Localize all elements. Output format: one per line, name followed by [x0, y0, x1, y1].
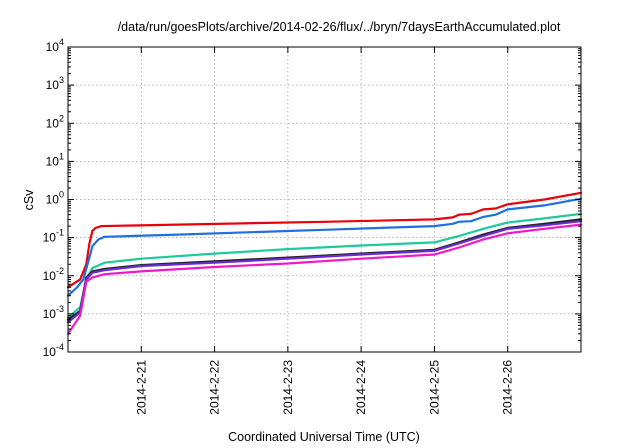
y-tick-label: 10-4: [43, 342, 64, 359]
series-lines: [66, 191, 583, 335]
y-tick-label: 101: [46, 151, 64, 168]
x-tick-labels: 2014-2-21 2014-2-22 2014-2-23 2014-2-24 2014…: [134, 360, 514, 415]
y-tick-label: 10-3: [43, 304, 64, 321]
y-axis-label: cSv: [22, 189, 36, 211]
y-tick-label: 104: [46, 37, 64, 54]
y-tick-label: 102: [46, 113, 64, 130]
x-axis-label: Coordinated Universal Time (UTC): [228, 430, 420, 444]
x-tick-label: 2014-2-22: [208, 360, 222, 415]
series-line-5: [66, 220, 583, 324]
axis-ticks: [68, 46, 581, 353]
x-tick-label: 2014-2-23: [281, 360, 295, 415]
series-line-1: [66, 191, 583, 289]
x-tick-label: 2014-2-25: [427, 360, 441, 415]
y-tick-label: 100: [46, 190, 64, 207]
y-tick-label: 10-1: [43, 228, 64, 245]
chart-title: /data/run/goesPlots/archive/2014-02-26/f…: [118, 20, 561, 34]
y-tick-labels: 10-4 10-3 10-2 10-1 100 101 102 103 104: [43, 37, 64, 359]
series-line-6: [66, 223, 583, 335]
x-tick-label: 2014-2-21: [134, 360, 148, 415]
y-tick-label: 103: [46, 75, 64, 92]
y-tick-label: 10-2: [43, 266, 64, 283]
x-tick-label: 2014-2-26: [501, 360, 515, 415]
grid: [68, 47, 581, 352]
x-tick-label: 2014-2-24: [354, 360, 368, 415]
series-line-2: [66, 197, 583, 297]
